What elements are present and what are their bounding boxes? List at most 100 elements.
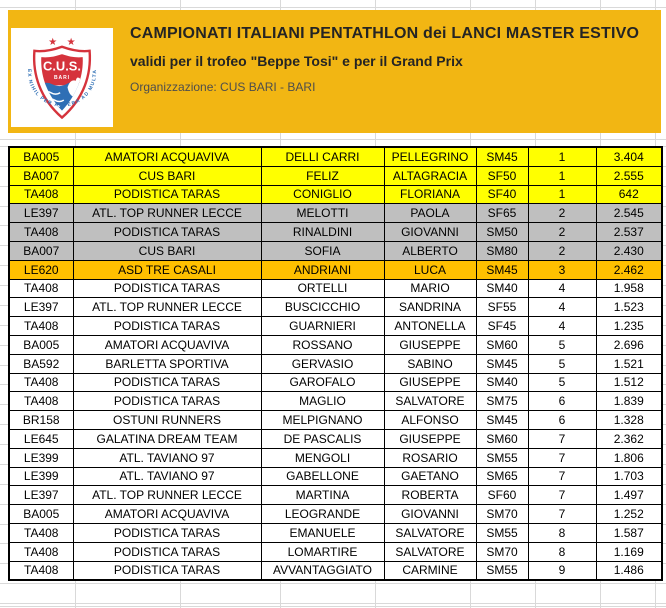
cell-score[interactable]: 2.462 <box>595 259 663 280</box>
cell-rank[interactable]: 2 <box>527 240 597 261</box>
cell-team[interactable]: PODISTICA TARAS <box>72 541 262 562</box>
cell-surname[interactable]: SOFIA <box>260 240 385 261</box>
cell-code[interactable]: BR158 <box>8 410 74 430</box>
cell-surname[interactable]: DELLI CARRI <box>260 146 385 167</box>
cell-code[interactable]: LE645 <box>8 428 74 449</box>
cell-code[interactable]: BA007 <box>8 165 74 186</box>
cell-code[interactable]: LE399 <box>8 466 74 487</box>
cell-firstname[interactable]: ROBERTA <box>383 485 477 506</box>
cell-rank[interactable]: 6 <box>527 410 597 430</box>
cell-category[interactable]: SM75 <box>475 391 529 412</box>
cell-rank[interactable]: 2 <box>527 222 597 242</box>
cell-code[interactable]: LE397 <box>8 485 74 506</box>
cell-score[interactable]: 2.430 <box>595 240 663 261</box>
cell-surname[interactable]: MARTINA <box>260 485 385 506</box>
cell-code[interactable]: TA408 <box>8 184 74 205</box>
cell-category[interactable]: SF60 <box>475 485 529 506</box>
cell-score[interactable]: 1.328 <box>595 410 663 430</box>
cell-surname[interactable]: DE PASCALIS <box>260 428 385 449</box>
cell-category[interactable]: SF45 <box>475 316 529 336</box>
cell-firstname[interactable]: ALBERTO <box>383 240 477 261</box>
cell-code[interactable]: BA007 <box>8 240 74 261</box>
cell-team[interactable]: PODISTICA TARAS <box>72 391 262 412</box>
cell-category[interactable]: SM70 <box>475 541 529 562</box>
cell-code[interactable]: BA005 <box>8 334 74 355</box>
cell-rank[interactable]: 4 <box>527 297 597 318</box>
cell-rank[interactable]: 6 <box>527 391 597 412</box>
cell-team[interactable]: PODISTICA TARAS <box>72 222 262 242</box>
cell-firstname[interactable]: GAETANO <box>383 466 477 487</box>
cell-rank[interactable]: 5 <box>527 334 597 355</box>
cell-surname[interactable]: FELIZ <box>260 165 385 186</box>
cell-team[interactable]: PODISTICA TARAS <box>72 560 262 581</box>
cell-firstname[interactable]: SABINO <box>383 353 477 374</box>
cell-firstname[interactable]: CARMINE <box>383 560 477 581</box>
cell-firstname[interactable]: ALFONSO <box>383 410 477 430</box>
cell-rank[interactable]: 7 <box>527 485 597 506</box>
cell-category[interactable]: SF65 <box>475 203 529 224</box>
cell-rank[interactable]: 3 <box>527 259 597 280</box>
cell-team[interactable]: ATL. TOP RUNNER LECCE <box>72 203 262 224</box>
cell-surname[interactable]: LEOGRANDE <box>260 504 385 524</box>
cell-firstname[interactable]: GIUSEPPE <box>383 372 477 393</box>
cell-category[interactable]: SF55 <box>475 297 529 318</box>
cell-team[interactable]: ATL. TAVIANO 97 <box>72 466 262 487</box>
cell-surname[interactable]: CONIGLIO <box>260 184 385 205</box>
cell-firstname[interactable]: ALTAGRACIA <box>383 165 477 186</box>
cell-team[interactable]: PODISTICA TARAS <box>72 316 262 336</box>
cell-code[interactable]: LE397 <box>8 297 74 318</box>
cell-team[interactable]: PODISTICA TARAS <box>72 372 262 393</box>
cell-score[interactable]: 1.523 <box>595 297 663 318</box>
cell-category[interactable]: SM45 <box>475 410 529 430</box>
cell-team[interactable]: CUS BARI <box>72 240 262 261</box>
cell-firstname[interactable]: SALVATORE <box>383 391 477 412</box>
cell-rank[interactable]: 7 <box>527 504 597 524</box>
cell-score[interactable]: 1.235 <box>595 316 663 336</box>
cell-score[interactable]: 1.703 <box>595 466 663 487</box>
cell-code[interactable]: TA408 <box>8 222 74 242</box>
cell-score[interactable]: 1.958 <box>595 278 663 299</box>
cell-team[interactable]: CUS BARI <box>72 165 262 186</box>
cell-code[interactable]: TA408 <box>8 316 74 336</box>
cell-surname[interactable]: ROSSANO <box>260 334 385 355</box>
cell-team[interactable]: OSTUNI RUNNERS <box>72 410 262 430</box>
cell-code[interactable]: LE397 <box>8 203 74 224</box>
cell-team[interactable]: PODISTICA TARAS <box>72 278 262 299</box>
cell-surname[interactable]: RINALDINI <box>260 222 385 242</box>
cell-surname[interactable]: BUSCICCHIO <box>260 297 385 318</box>
cell-team[interactable]: AMATORI ACQUAVIVA <box>72 504 262 524</box>
cell-team[interactable]: ATL. TOP RUNNER LECCE <box>72 485 262 506</box>
cell-team[interactable]: PODISTICA TARAS <box>72 522 262 543</box>
cell-code[interactable]: BA005 <box>8 146 74 167</box>
cell-category[interactable]: SM45 <box>475 259 529 280</box>
cell-score[interactable]: 2.555 <box>595 165 663 186</box>
cell-firstname[interactable]: ROSARIO <box>383 447 477 468</box>
cell-team[interactable]: AMATORI ACQUAVIVA <box>72 146 262 167</box>
cell-firstname[interactable]: SANDRINA <box>383 297 477 318</box>
cell-surname[interactable]: MELOTTI <box>260 203 385 224</box>
cell-surname[interactable]: GAROFALO <box>260 372 385 393</box>
cell-category[interactable]: SF40 <box>475 184 529 205</box>
cell-code[interactable]: LE620 <box>8 259 74 280</box>
cell-rank[interactable]: 7 <box>527 466 597 487</box>
cell-firstname[interactable]: PAOLA <box>383 203 477 224</box>
cell-team[interactable]: BARLETTA SPORTIVA <box>72 353 262 374</box>
cell-firstname[interactable]: GIOVANNI <box>383 222 477 242</box>
cell-rank[interactable]: 1 <box>527 146 597 167</box>
cell-surname[interactable]: AVVANTAGGIATO <box>260 560 385 581</box>
cell-score[interactable]: 1.512 <box>595 372 663 393</box>
cell-category[interactable]: SM50 <box>475 222 529 242</box>
cell-score[interactable]: 1.252 <box>595 504 663 524</box>
cell-score[interactable]: 1.497 <box>595 485 663 506</box>
cell-surname[interactable]: ANDRIANI <box>260 259 385 280</box>
cell-firstname[interactable]: PELLEGRINO <box>383 146 477 167</box>
cell-code[interactable]: TA408 <box>8 391 74 412</box>
cell-rank[interactable]: 2 <box>527 203 597 224</box>
cell-category[interactable]: SM60 <box>475 334 529 355</box>
cell-category[interactable]: SM70 <box>475 504 529 524</box>
cell-code[interactable]: TA408 <box>8 278 74 299</box>
cell-rank[interactable]: 9 <box>527 560 597 581</box>
cell-category[interactable]: SM55 <box>475 560 529 581</box>
cell-team[interactable]: ASD TRE CASALI <box>72 259 262 280</box>
cell-score[interactable]: 2.696 <box>595 334 663 355</box>
